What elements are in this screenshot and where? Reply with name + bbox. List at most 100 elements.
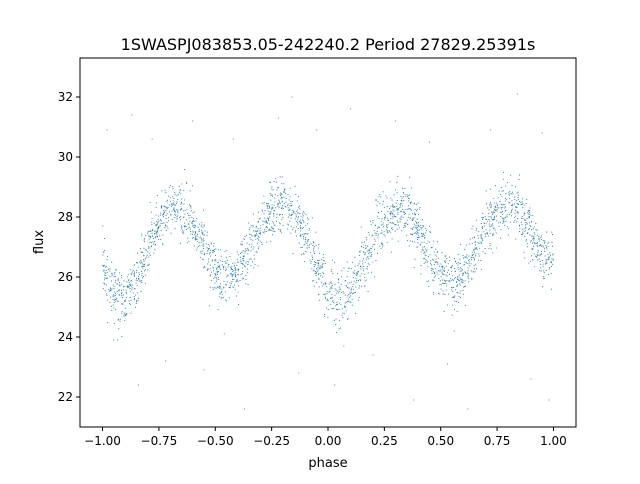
data-point: [480, 237, 482, 240]
data-point: [140, 280, 142, 282]
data-point: [478, 237, 480, 239]
data-point: [396, 192, 398, 194]
data-point: [313, 261, 315, 263]
data-point: [485, 218, 487, 220]
data-point: [176, 209, 178, 211]
data-point: [331, 308, 333, 310]
data-point: [263, 232, 265, 234]
data-point: [102, 225, 104, 227]
data-point: [228, 263, 230, 265]
data-point: [452, 279, 454, 281]
data-point: [493, 218, 496, 220]
data-point: [113, 295, 115, 297]
data-point: [468, 281, 470, 283]
data-point: [315, 268, 318, 270]
data-point: [175, 214, 177, 216]
data-point: [480, 268, 483, 270]
data-point: [266, 241, 268, 243]
data-point: [161, 206, 163, 208]
data-point: [518, 174, 521, 176]
data-point: [376, 199, 378, 201]
data-point: [505, 220, 507, 223]
data-point: [493, 210, 495, 212]
data-point: [184, 209, 186, 212]
data-point: [393, 194, 395, 196]
data-point: [198, 229, 200, 231]
data-point: [377, 233, 379, 235]
data-point: [391, 215, 393, 217]
data-point: [102, 254, 104, 256]
data-point: [301, 228, 304, 230]
data-point: [459, 274, 461, 276]
data-point: [136, 285, 138, 287]
data-point: [392, 209, 394, 211]
data-point: [314, 285, 316, 287]
data-point: [385, 226, 388, 228]
data-point: [433, 271, 435, 274]
data-point: [486, 232, 488, 234]
data-point: [333, 261, 336, 263]
data-point: [520, 221, 522, 223]
data-point: [410, 201, 412, 203]
data-point: [504, 224, 506, 226]
data-point: [209, 255, 211, 257]
data-point: [188, 223, 190, 225]
data-point: [102, 288, 104, 290]
data-point: [517, 218, 519, 220]
data-point: [330, 281, 332, 283]
data-point: [220, 268, 222, 271]
data-point: [222, 287, 224, 289]
data-point: [467, 273, 470, 275]
data-point: [539, 260, 541, 263]
data-point: [485, 190, 487, 192]
data-point: [501, 190, 503, 192]
data-point: [234, 266, 236, 269]
data-point: [424, 232, 427, 234]
data-point: [331, 293, 333, 295]
data-point: [217, 279, 219, 281]
data-point: [174, 217, 176, 219]
data-point: [541, 251, 543, 253]
data-point: [479, 247, 481, 249]
data-point: [420, 224, 422, 226]
data-point: [227, 266, 229, 268]
data-point: [214, 276, 216, 278]
data-point: [203, 240, 205, 242]
data-point: [226, 300, 228, 302]
data-point: [491, 219, 493, 221]
data-point: [317, 247, 319, 249]
data-point: [246, 242, 248, 244]
data-point: [214, 282, 216, 284]
data-point: [267, 203, 269, 205]
data-point: [471, 278, 473, 280]
data-point: [501, 203, 503, 205]
data-point: [277, 204, 279, 206]
data-point: [420, 265, 422, 267]
data-point: [163, 216, 165, 218]
data-point: [542, 263, 544, 265]
data-point: [387, 218, 389, 220]
data-point: [390, 227, 393, 229]
data-point: [322, 272, 324, 274]
data-point: [183, 190, 185, 192]
data-point: [462, 293, 464, 295]
data-point: [367, 290, 369, 292]
data-point: [423, 234, 425, 236]
data-point: [116, 297, 118, 299]
data-point: [270, 199, 272, 201]
data-point: [237, 304, 240, 306]
data-point: [342, 308, 344, 310]
data-point: [157, 229, 159, 232]
data-point: [389, 212, 391, 214]
data-point: [332, 273, 334, 275]
data-point: [408, 194, 411, 196]
data-point: [147, 231, 149, 233]
data-point: [500, 206, 502, 209]
data-point: [494, 205, 496, 207]
data-point: [148, 256, 150, 258]
data-point: [550, 262, 553, 264]
data-point: [181, 183, 183, 185]
data-point: [220, 249, 222, 251]
outlier-point: [334, 384, 336, 386]
data-point: [540, 244, 542, 246]
